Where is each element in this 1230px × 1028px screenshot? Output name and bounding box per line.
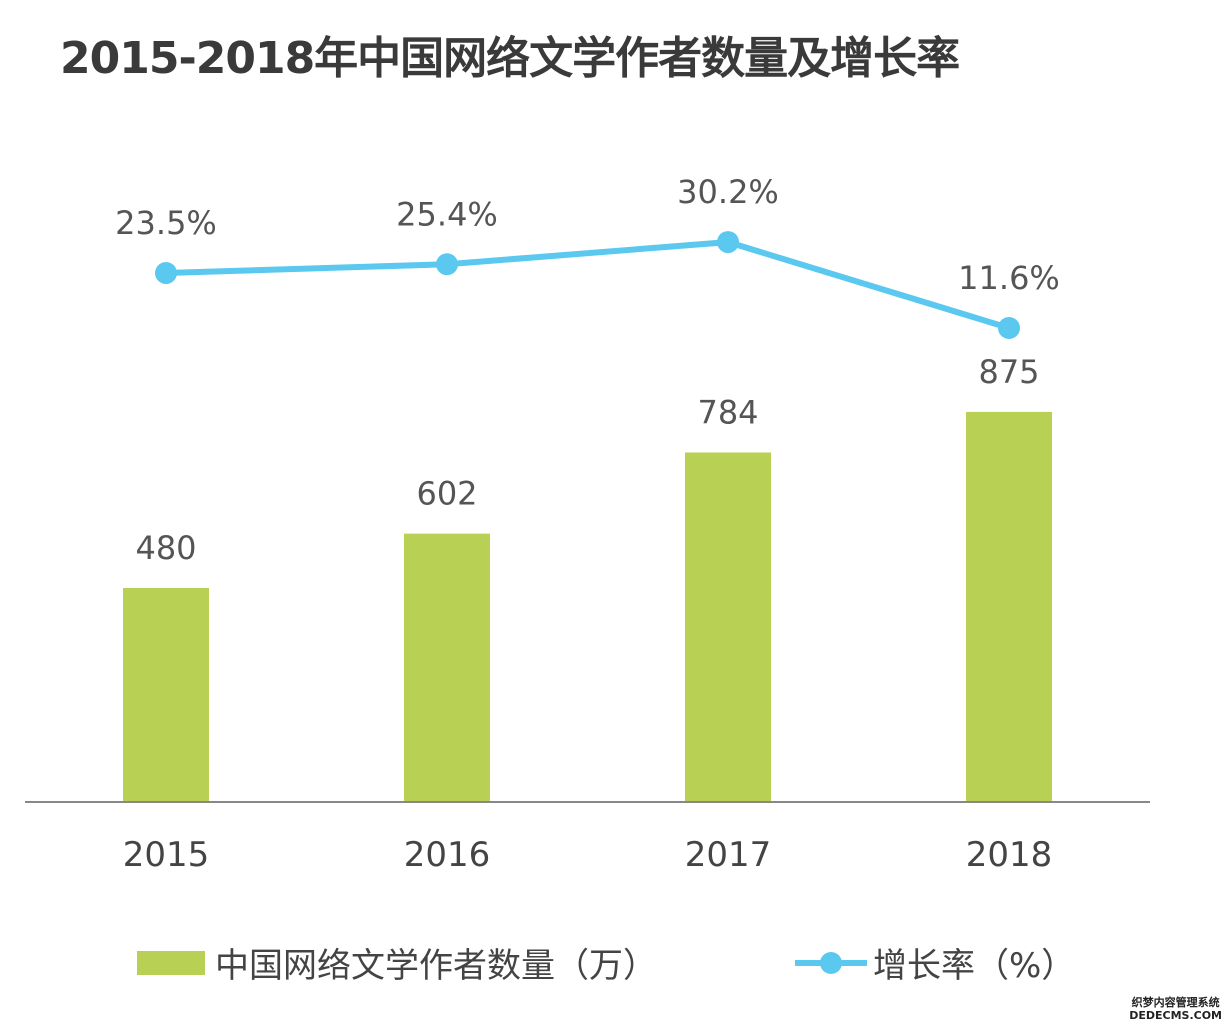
x-tick-label: 2016 xyxy=(404,835,491,875)
bar-2015 xyxy=(123,588,209,802)
growth-point-2018 xyxy=(998,317,1020,340)
legend-swatch-bar xyxy=(137,950,205,975)
watermark-line1: 织梦内容管理系统 xyxy=(1131,996,1220,1009)
legend-label-bar: 中国网络文学作者数量（万） xyxy=(215,946,657,986)
growth-line xyxy=(165,239,1010,331)
watermark-line2: DEDECMS.COM xyxy=(1129,1009,1222,1022)
growth-label: 23.5% xyxy=(115,204,217,242)
legend-item-bar: 中国网络文学作者数量（万） xyxy=(137,938,657,987)
bar-label: 480 xyxy=(135,529,196,567)
growth-point-2016 xyxy=(436,253,458,276)
legend-item-line: 增长率（%） xyxy=(795,938,1075,987)
bar-label: 784 xyxy=(697,393,758,431)
x-tick-label: 2018 xyxy=(966,835,1053,875)
x-tick-label: 2017 xyxy=(685,835,772,875)
growth-point-2017 xyxy=(717,231,739,254)
bar-2018 xyxy=(966,411,1052,802)
growth-label: 25.4% xyxy=(396,195,498,233)
legend-swatch-line xyxy=(795,951,867,974)
bar-2017 xyxy=(685,452,771,802)
legend-label-line: 增长率（%） xyxy=(873,946,1076,986)
bar-2016 xyxy=(404,533,490,802)
x-tick-label: 2015 xyxy=(123,835,210,875)
chart-title: 2015-2018年中国网络文学作者数量及增长率 xyxy=(60,33,960,84)
bar-label: 875 xyxy=(978,353,1039,391)
watermark: 织梦内容管理系统 DEDECMS.COM xyxy=(1129,996,1222,1022)
growth-point-2015 xyxy=(155,262,177,285)
bar-label: 602 xyxy=(416,475,477,513)
growth-label: 30.2% xyxy=(677,173,779,211)
growth-label: 11.6% xyxy=(958,259,1060,297)
